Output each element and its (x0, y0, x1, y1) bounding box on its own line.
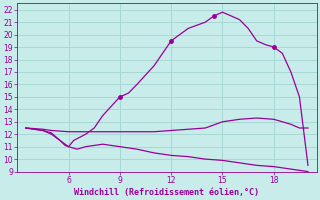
X-axis label: Windchill (Refroidissement éolien,°C): Windchill (Refroidissement éolien,°C) (74, 188, 260, 197)
